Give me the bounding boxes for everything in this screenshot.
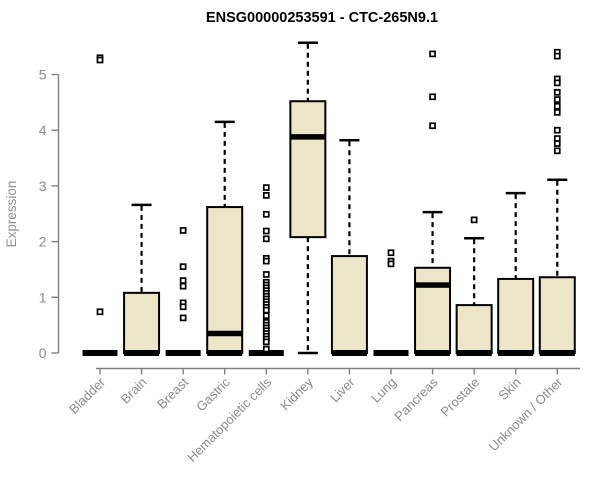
x-tick-label-unknown-other: Unknown / Other xyxy=(486,374,566,454)
outlier-pancreas xyxy=(429,93,436,101)
x-tick-label-liver: Liver xyxy=(327,374,358,405)
box-skin xyxy=(497,277,535,355)
outlier-unknown-other xyxy=(553,88,561,96)
median-skin xyxy=(498,350,534,356)
x-tick-label-kidney: Kidney xyxy=(277,374,316,413)
outlier-unknown-other xyxy=(553,147,561,155)
boxplot-prostate xyxy=(455,216,493,356)
flat-box-bladder xyxy=(82,350,118,356)
median-liver xyxy=(331,350,367,356)
outlier-unknown-other xyxy=(553,140,561,147)
box-brain xyxy=(123,291,161,354)
x-tick-label-skin: Skin xyxy=(495,375,523,403)
outlier-unknown-other xyxy=(553,126,561,134)
outlier-breast xyxy=(179,314,187,322)
outlier-breast xyxy=(179,227,187,234)
outlier-hematopoietic-cells xyxy=(262,306,270,314)
outlier-hematopoietic-cells xyxy=(262,257,270,265)
outlier-hematopoietic-cells xyxy=(262,312,270,320)
boxplot-liver xyxy=(330,138,368,356)
x-tick-label-pancreas: Pancreas xyxy=(391,374,441,424)
x-tick-label-gastric: Gastric xyxy=(193,374,233,414)
outlier-hematopoietic-cells xyxy=(262,210,270,218)
flat-box-lung xyxy=(373,350,409,356)
median-prostate xyxy=(456,350,492,356)
boxplot-skin xyxy=(497,191,535,356)
outlier-unknown-other xyxy=(553,52,561,60)
boxplot-series xyxy=(82,41,576,356)
box-pancreas xyxy=(414,266,452,354)
boxplot-unknown-other xyxy=(538,48,576,356)
outlier-hematopoietic-cells xyxy=(262,345,270,353)
flat-box-hematopoietic-cells xyxy=(248,350,284,356)
box-liver xyxy=(330,255,368,354)
outlier-hematopoietic-cells xyxy=(262,271,270,278)
boxplot-pancreas xyxy=(414,50,452,356)
median-gastric xyxy=(207,330,243,337)
outlier-breast xyxy=(179,263,187,271)
x-tick-label-prostate: Prostate xyxy=(437,375,482,420)
outlier-unknown-other xyxy=(553,96,561,103)
boxplot-breast xyxy=(165,227,201,356)
outlier-hematopoietic-cells xyxy=(262,338,270,346)
x-tick-label-lung: Lung xyxy=(368,375,399,406)
box-kidney xyxy=(289,100,327,239)
box-unknown-other xyxy=(538,276,576,354)
median-brain xyxy=(124,350,160,356)
outlier-lung xyxy=(387,260,395,268)
median-unknown-other xyxy=(539,350,575,356)
median-pancreas xyxy=(415,282,451,288)
outlier-hematopoietic-cells xyxy=(262,184,270,191)
outlier-hematopoietic-cells xyxy=(262,227,270,235)
x-tick-label-bladder: Bladder xyxy=(66,374,109,417)
boxplot-brain xyxy=(123,203,161,356)
chart-title: ENSG00000253591 - CTC-265N9.1 xyxy=(206,10,438,26)
y-tick-label: 0 xyxy=(39,345,47,361)
outlier-breast xyxy=(179,282,187,290)
outlier-hematopoietic-cells xyxy=(262,235,270,243)
boxplot-kidney xyxy=(289,41,327,355)
y-tick-label: 4 xyxy=(39,122,47,138)
box-bottom-pancreas xyxy=(415,350,451,356)
outlier-hematopoietic-cells xyxy=(262,192,270,199)
x-tick-label-brain: Brain xyxy=(118,375,150,407)
boxplot-lung xyxy=(373,249,409,356)
boxplot-hematopoietic-cells xyxy=(248,184,284,356)
outlier-unknown-other xyxy=(553,109,561,116)
box-prostate xyxy=(455,304,493,354)
outlier-prostate xyxy=(470,216,478,224)
outlier-breast xyxy=(179,277,187,284)
outlier-bladder xyxy=(96,56,104,64)
y-axis-label: Expression xyxy=(4,181,19,248)
y-tick-label: 1 xyxy=(39,289,47,305)
boxplot-gastric xyxy=(206,120,244,356)
box-bottom-gastric xyxy=(207,350,243,356)
outlier-pancreas xyxy=(429,50,436,58)
outlier-unknown-other xyxy=(553,79,561,87)
y-tick-label: 2 xyxy=(39,234,47,250)
flat-box-breast xyxy=(165,350,201,356)
outlier-breast xyxy=(179,303,187,311)
outlier-pancreas xyxy=(429,122,436,130)
boxplot-bladder xyxy=(82,54,118,356)
median-kidney xyxy=(290,134,326,140)
outlier-bladder xyxy=(96,308,104,316)
x-tick-label-breast: Breast xyxy=(154,374,191,411)
y-tick-label: 5 xyxy=(39,67,47,83)
outlier-lung xyxy=(387,249,395,257)
outlier-unknown-other xyxy=(553,102,561,110)
y-tick-label: 3 xyxy=(39,178,47,194)
